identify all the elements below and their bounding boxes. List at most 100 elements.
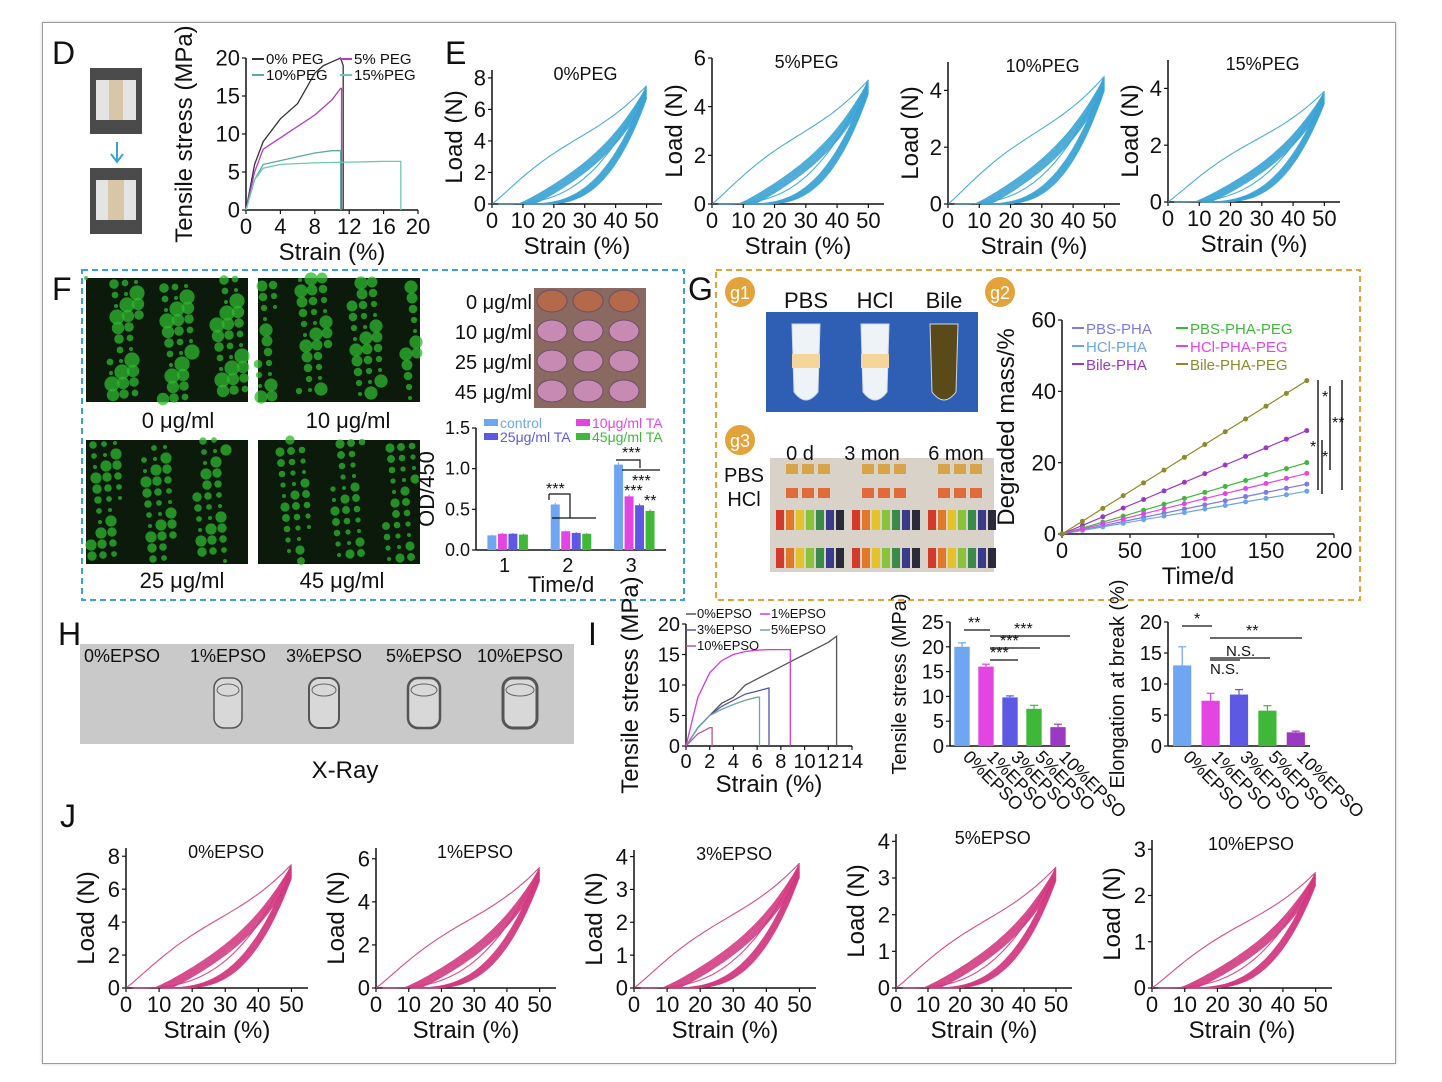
significance-mark: *** [624, 483, 643, 500]
well-label: 45 μg/ml [455, 382, 532, 404]
x-tick-label: 30 [721, 992, 745, 1017]
cell-spot [226, 342, 234, 350]
cell-spot [113, 441, 117, 445]
ph-strip [968, 548, 976, 568]
cell-spot [145, 531, 157, 543]
cell-spot [140, 476, 152, 488]
chart-title: 10%PEG [1006, 56, 1080, 76]
cell-spot [97, 539, 107, 549]
cell-spot [94, 496, 102, 504]
cell-spot [220, 444, 232, 456]
ph-pad [862, 464, 874, 474]
y-tick-label: 2 [358, 933, 370, 958]
cell-spot [126, 334, 134, 342]
legend-label: 25μg/ml TA [500, 429, 571, 445]
x-tick-label: 6 [752, 751, 763, 773]
cell-spot [197, 547, 207, 557]
cell-spot [195, 535, 207, 547]
bar [571, 532, 581, 550]
cell-spot [288, 458, 296, 466]
cell-spot [95, 527, 107, 539]
cell-spot [149, 555, 157, 563]
series-line [1061, 483, 1307, 535]
x-tick-label: 0 [680, 751, 691, 773]
y-tick-label: 0 [1044, 522, 1056, 547]
x-tick-label: 50 [787, 992, 811, 1017]
x-tick-label: 40 [495, 992, 519, 1017]
cell-spot [353, 367, 363, 377]
cell-spot [365, 367, 373, 375]
x-tick-label: 30 [980, 992, 1004, 1017]
significance-mark: N.S. [1210, 661, 1239, 678]
cell-spot [214, 480, 222, 488]
y-tick-label: 10 [1140, 674, 1162, 696]
cycle-line [989, 89, 1105, 205]
bar [497, 533, 507, 550]
cell-spot [368, 288, 378, 298]
y-axis-label: Degraded mass/% [993, 328, 1020, 525]
cell-spot [356, 288, 368, 300]
x-tick-label: 0 [486, 208, 498, 233]
panel-letter-H: H [58, 616, 81, 652]
cell-spot [343, 517, 351, 525]
cell-spot [409, 335, 423, 349]
cycle-line [740, 82, 869, 205]
y-tick-label: 0 [1150, 190, 1162, 215]
cell-spot [398, 454, 406, 462]
ph-strip [862, 510, 870, 530]
cell-spot [300, 478, 310, 488]
cell-spot [109, 279, 119, 289]
y-tick-label: 4 [694, 94, 706, 119]
cell-spot [184, 314, 194, 324]
cell-spot [147, 543, 157, 553]
x-tick-label: 20 [1218, 206, 1242, 231]
legend-label: Bile-PHA [1086, 357, 1147, 374]
cell-spot [204, 492, 212, 500]
cell-spot [254, 390, 268, 404]
cell-spot [371, 331, 383, 343]
cell-spot [114, 472, 122, 480]
cycle-line [1195, 884, 1317, 989]
panel-h: 0%EPSO 1%EPSO 3%EPSO 5%EPSO 10%EPSO X-Ray [80, 644, 574, 784]
row-label: HCl [727, 489, 760, 511]
y-axis-label: Tensile stress (MPa) [617, 576, 644, 793]
ph-strip [816, 510, 824, 530]
cyclic-chart-J2: 0 10 20 30 40 50 0 2 4 6 Strain (%) Load (N) 1%EPSO [323, 842, 556, 1044]
significance-bracket [616, 459, 660, 471]
y-tick-label: 8 [474, 66, 486, 91]
well [608, 319, 640, 343]
ph-strip [958, 510, 966, 530]
cell-spot [403, 371, 413, 381]
ph-strip [796, 510, 804, 530]
panel-letter-D: D [52, 35, 75, 71]
cycle-line [938, 879, 1057, 989]
well [536, 319, 568, 343]
cell-spot [373, 313, 377, 317]
row-label: PBS [724, 465, 764, 487]
cell-spot [152, 476, 162, 486]
x-tick-label: 8 [775, 751, 786, 773]
xray-sample-rim [505, 683, 535, 697]
ph-strip [852, 548, 860, 568]
cell-spot [388, 466, 396, 474]
cell-spot [164, 368, 180, 384]
cell-spot [261, 335, 273, 347]
y-tick-label: 0 [108, 976, 120, 1001]
cell-spot [300, 320, 308, 328]
x-tick-label: 50 [279, 992, 303, 1017]
legend-label: 45μg/ml TA [592, 429, 663, 445]
cell-spot [290, 490, 300, 500]
cell-spot [119, 297, 135, 313]
ph-strip [892, 510, 900, 530]
series-line [685, 696, 761, 747]
ph-pad [894, 464, 906, 474]
y-axis-label: Load (N) [1099, 867, 1126, 960]
cell-spot [385, 545, 391, 551]
cell-spot [397, 545, 401, 549]
cell-spot [266, 390, 278, 402]
ph-pad [786, 464, 798, 474]
cell-spot [196, 516, 202, 522]
x-tick-label: 30 [1238, 992, 1262, 1017]
